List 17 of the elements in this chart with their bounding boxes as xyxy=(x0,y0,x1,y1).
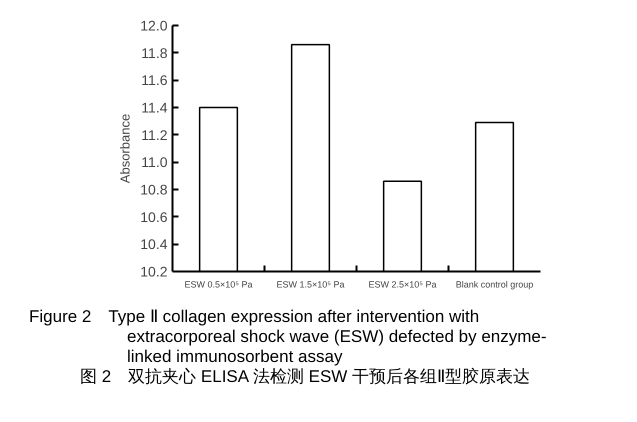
x-tick-label: ESW 1.5×10⁵ Pa xyxy=(276,280,345,290)
y-tick-label: 11.6 xyxy=(141,72,168,88)
x-tick-label: ESW 2.5×10⁵ Pa xyxy=(368,280,437,290)
y-axis-title: Absorbance xyxy=(117,114,132,184)
x-tick-label: Blank control group xyxy=(456,280,534,290)
y-tick-label: 11.0 xyxy=(141,154,168,170)
x-tick-label: ESW 0.5×10⁵ Pa xyxy=(184,280,253,290)
y-tick-label: 10.4 xyxy=(140,236,168,252)
y-tick-label: 11.8 xyxy=(141,44,168,61)
y-tick-label: 10.6 xyxy=(140,208,168,225)
y-tick-label: 10.8 xyxy=(140,182,168,198)
y-tick-label: 11.4 xyxy=(141,100,168,116)
y-tick-label: 10.2 xyxy=(140,264,168,280)
caption: Figure 2 Type Ⅱ collagen expression after intervention with extracorporeal shock wave (ESW) defected by enzyme-linked immunosorbent assay xyxy=(28,307,548,367)
y-tick-label: 12.0 xyxy=(140,18,168,34)
caption: 图 2 双抗夹心 ELISA 法检测 ESW 干预后各组Ⅱ型胶原表达 xyxy=(79,367,532,387)
y-tick-label: 11.2 xyxy=(141,126,168,143)
